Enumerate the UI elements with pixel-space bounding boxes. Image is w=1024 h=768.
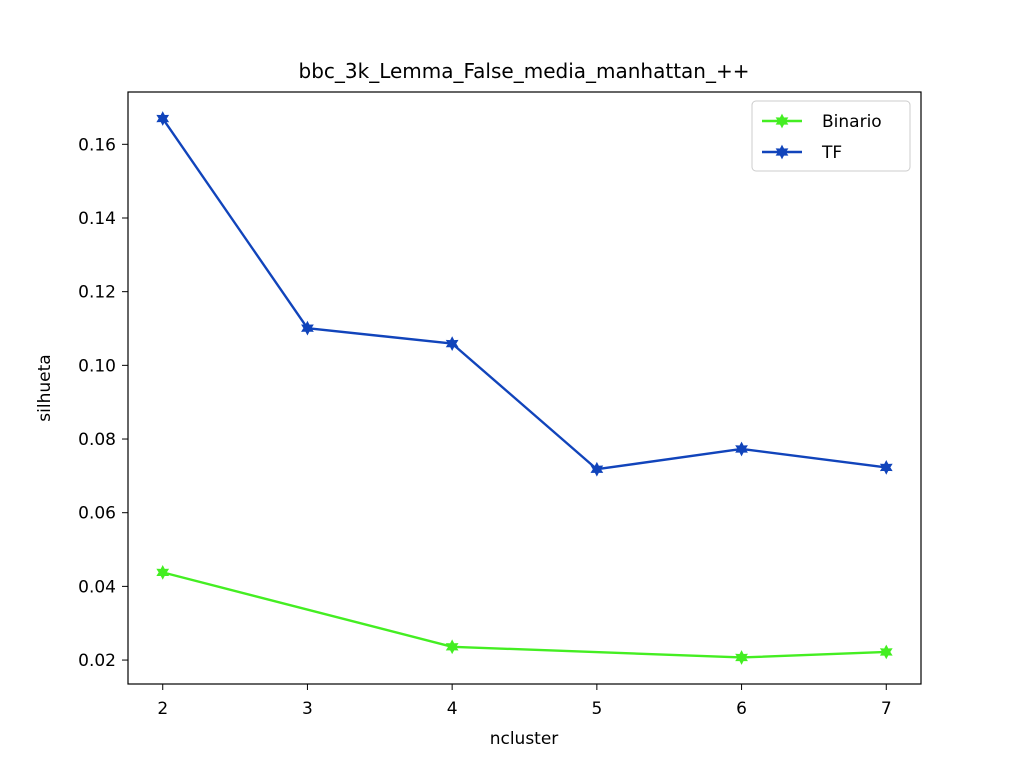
series-line-tf [161, 117, 887, 471]
data-point-binario [879, 644, 893, 660]
y-tick-label: 0.04 [78, 577, 116, 597]
x-tick-label: 5 [591, 699, 602, 719]
y-tick-label: 0.14 [78, 209, 116, 229]
legend-marker-tf [775, 144, 789, 160]
y-tick-label: 0.16 [78, 135, 116, 155]
y-tick-label: 0.10 [78, 356, 116, 376]
plot-area [156, 111, 893, 665]
legend-box [751, 100, 911, 172]
data-point-tf [301, 320, 314, 336]
chart-title: bbc_3k_Lemma_False_media_manhattan_++ [299, 59, 750, 83]
data-point-tf [445, 336, 459, 351]
y-tick-label: 0.08 [78, 430, 116, 450]
x-tick-label: 4 [447, 699, 458, 719]
y-tick-label: 0.12 [78, 283, 116, 303]
data-point-binario [156, 565, 170, 580]
y-tick-label: 0.06 [78, 504, 116, 524]
data-point-tf [735, 441, 748, 457]
x-tick-label: 7 [881, 699, 892, 719]
y-axis-label: silhueta [35, 354, 55, 421]
legend-label-binario: Binario [822, 112, 882, 132]
y-axis: 0.02 0.04 0.06 0.08 0.10 0.12 0.14 0.16 [78, 135, 128, 671]
legend-label-tf: TF [821, 143, 842, 163]
plot-frame [127, 91, 922, 685]
data-point-binario [735, 650, 748, 665]
data-point-tf [590, 461, 604, 477]
x-tick-label: 2 [157, 699, 168, 719]
legend: Binario TF [751, 100, 911, 172]
y-tick-label: 0.02 [78, 651, 116, 671]
data-point-tf [156, 111, 170, 126]
x-axis-label: ncluster [490, 729, 559, 749]
legend-marker-binario [775, 113, 789, 129]
series-line-binario [162, 571, 887, 659]
x-tick-label: 6 [736, 699, 747, 719]
data-point-binario [445, 639, 459, 655]
x-axis: 2 3 4 5 6 7 [157, 684, 892, 719]
data-point-tf [879, 460, 893, 475]
x-tick-label: 3 [302, 699, 313, 719]
